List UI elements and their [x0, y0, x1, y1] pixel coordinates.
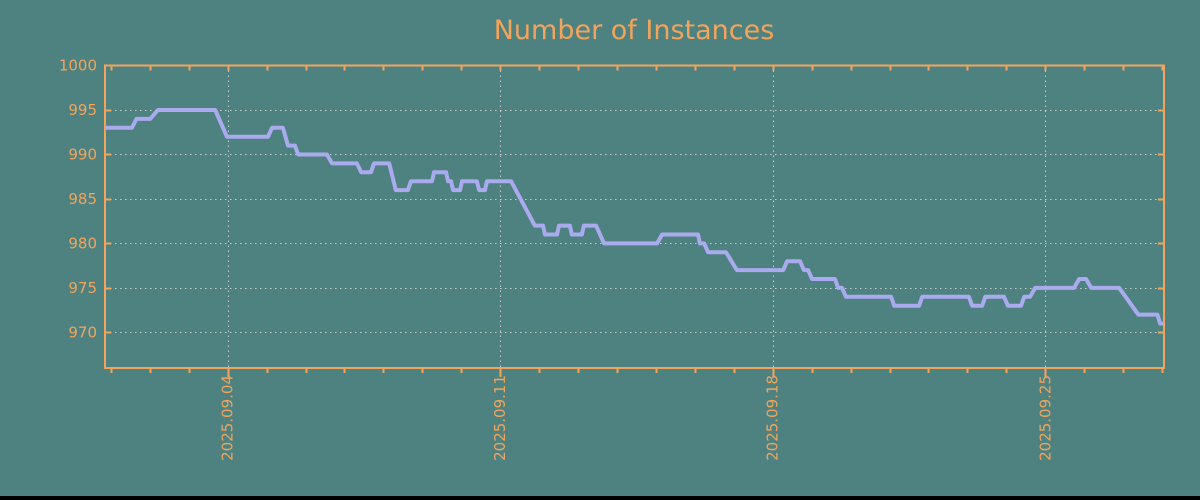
plot-border	[104, 64, 1165, 369]
y-tick-label: 980	[68, 234, 97, 252]
x-tick-label: 2025.09.11	[491, 375, 509, 461]
y-tick-label: 995	[68, 101, 97, 119]
chart-title: Number of Instances	[493, 15, 775, 46]
y-tick-label: 985	[68, 190, 97, 208]
y-tick-label: 975	[68, 279, 97, 297]
x-tick-label: 2025.09.04	[219, 375, 237, 461]
series-line	[105, 108, 1164, 326]
bottom-bar	[0, 496, 1200, 500]
x-tick-label: 2025.09.18	[764, 375, 782, 461]
x-tick-label: 2025.09.25	[1036, 375, 1054, 461]
y-tick-label: 990	[68, 145, 97, 163]
y-tick-label: 1000	[59, 57, 97, 75]
y-tick-label: 970	[68, 323, 97, 341]
